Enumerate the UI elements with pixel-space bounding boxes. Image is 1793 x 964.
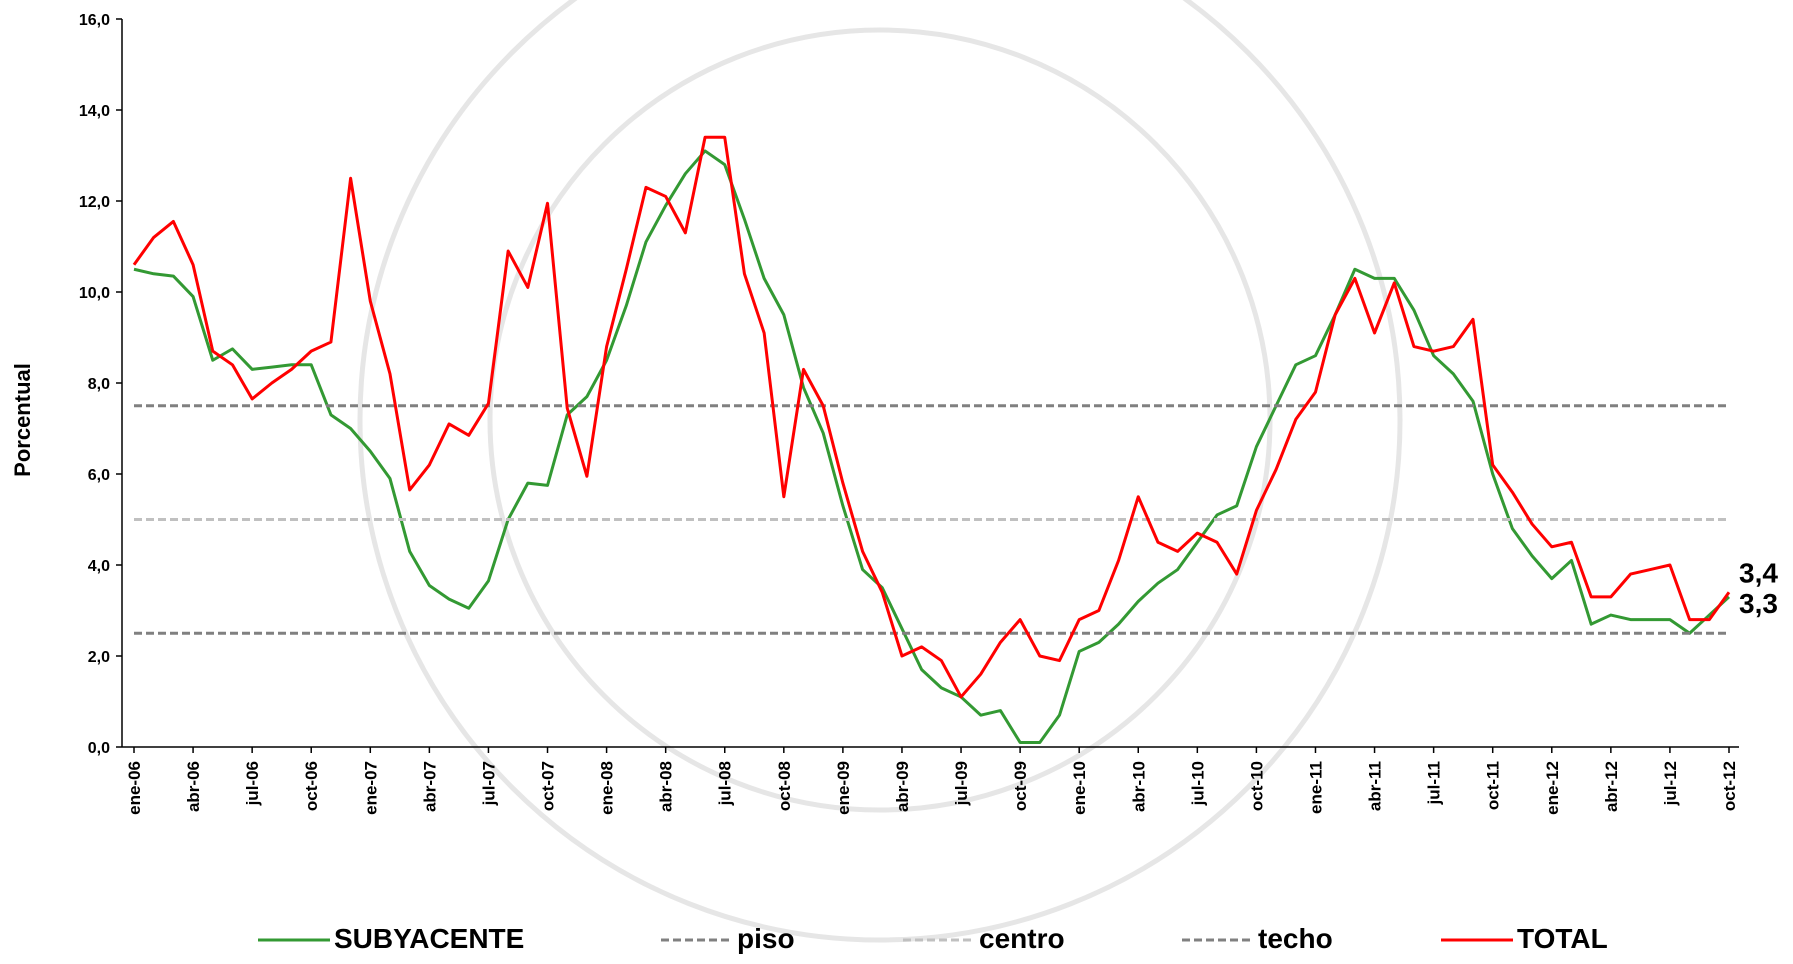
x-tick-label: ene-10 bbox=[1070, 761, 1089, 815]
x-tick-label: oct-07 bbox=[539, 761, 558, 811]
x-tick-label: oct-12 bbox=[1720, 761, 1739, 811]
x-tick-label: abr-07 bbox=[420, 761, 439, 812]
legend-label: techo bbox=[1258, 923, 1333, 954]
legend-label: SUBYACENTE bbox=[334, 923, 524, 954]
x-tick-label: jul-11 bbox=[1425, 761, 1444, 805]
y-tick-label: 4,0 bbox=[88, 558, 110, 575]
x-tick-label: oct-08 bbox=[775, 761, 794, 811]
x-tick-label: ene-06 bbox=[125, 761, 144, 815]
y-axis-label: Porcentual bbox=[10, 363, 35, 477]
x-tick-label: ene-08 bbox=[598, 761, 617, 815]
y-tick-label: 0,0 bbox=[88, 740, 110, 757]
legend-label: centro bbox=[979, 923, 1065, 954]
x-tick-label: ene-11 bbox=[1306, 761, 1325, 814]
y-tick-label: 10,0 bbox=[79, 285, 110, 302]
chart: Porcentual 0,0 2,0 4,0 6,0 8,0 10,0 12,0 14,0 16… bbox=[0, 0, 1793, 964]
y-tick-label: 8,0 bbox=[88, 376, 110, 393]
y-tick-label: 12,0 bbox=[79, 194, 110, 211]
x-tick-label: jul-06 bbox=[243, 761, 262, 806]
x-tick-label: jul-12 bbox=[1661, 761, 1680, 806]
x-tick-label: abr-06 bbox=[184, 761, 203, 812]
x-tick-label: abr-12 bbox=[1602, 761, 1621, 812]
x-tick-label: ene-09 bbox=[834, 761, 853, 815]
end-label: 3,3 bbox=[1739, 588, 1778, 619]
x-tick-label: oct-06 bbox=[302, 761, 321, 811]
x-tick-label: abr-11 bbox=[1366, 761, 1385, 811]
legend-label: piso bbox=[737, 923, 795, 954]
y-tick-label: 6,0 bbox=[88, 467, 110, 484]
x-tick-label: oct-11 bbox=[1484, 761, 1503, 810]
x-tick-label: abr-08 bbox=[657, 761, 676, 812]
legend-label: TOTAL bbox=[1517, 923, 1608, 954]
watermark-ring bbox=[360, 0, 1400, 940]
x-tick-label: abr-10 bbox=[1129, 761, 1148, 812]
x-tick-label: jul-07 bbox=[479, 761, 498, 806]
x-tick-label: oct-10 bbox=[1247, 761, 1266, 811]
y-tick-label: 14,0 bbox=[79, 103, 110, 120]
series-line bbox=[134, 137, 1729, 697]
x-tick-label: oct-09 bbox=[1011, 761, 1030, 811]
x-tick-label: jul-10 bbox=[1188, 761, 1207, 806]
x-tick-label: abr-09 bbox=[893, 761, 912, 812]
x-tick-label: jul-08 bbox=[716, 761, 735, 806]
watermark-ring bbox=[490, 30, 1270, 810]
x-tick-label: jul-09 bbox=[952, 761, 971, 806]
y-tick-label: 2,0 bbox=[88, 649, 110, 666]
x-tick-label: ene-07 bbox=[361, 761, 380, 815]
x-tick-label: ene-12 bbox=[1543, 761, 1562, 815]
y-tick-label: 16,0 bbox=[79, 12, 110, 29]
watermark bbox=[360, 0, 1400, 940]
end-label: 3,4 bbox=[1739, 557, 1778, 588]
